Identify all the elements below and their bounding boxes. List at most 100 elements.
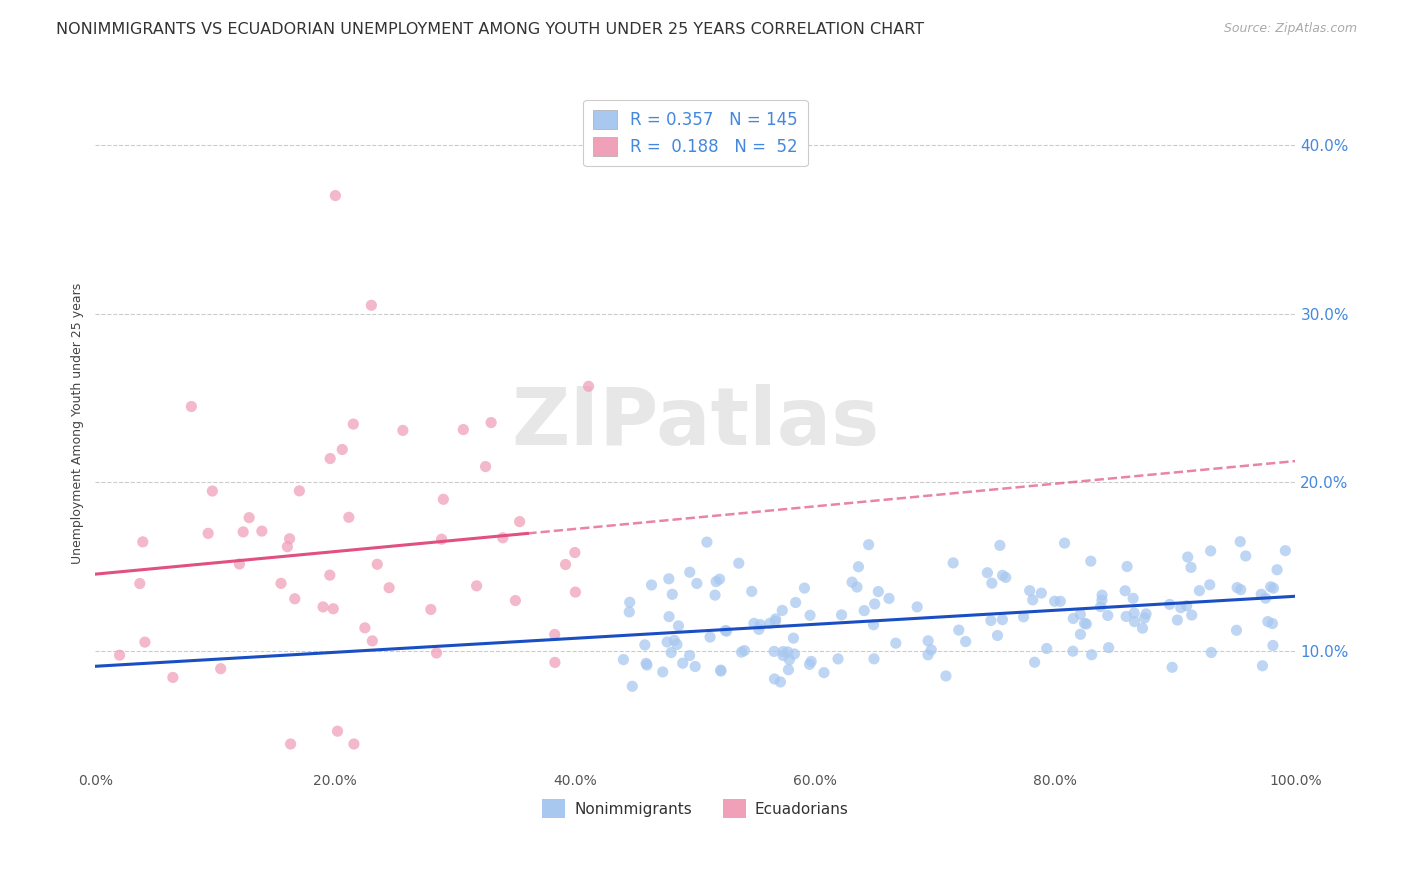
Point bbox=[1053, 536, 1076, 550]
Point bbox=[1018, 583, 1040, 598]
Text: ZIPatlas: ZIPatlas bbox=[512, 384, 880, 462]
Point bbox=[733, 643, 755, 657]
Point bbox=[612, 652, 634, 666]
Point bbox=[877, 591, 900, 606]
Point bbox=[1022, 593, 1045, 607]
Point bbox=[419, 602, 441, 616]
Point bbox=[621, 679, 644, 693]
Point bbox=[228, 557, 250, 571]
Point bbox=[1091, 593, 1114, 607]
Point bbox=[509, 515, 531, 529]
Point bbox=[1159, 598, 1181, 612]
Point bbox=[1043, 594, 1066, 608]
Point bbox=[280, 737, 302, 751]
Point bbox=[1229, 534, 1251, 549]
Point bbox=[554, 558, 576, 572]
Point bbox=[1201, 645, 1223, 659]
Point bbox=[1234, 549, 1257, 563]
Point bbox=[640, 578, 662, 592]
Point bbox=[1250, 587, 1272, 601]
Point bbox=[1049, 594, 1071, 608]
Point bbox=[343, 737, 366, 751]
Point bbox=[858, 538, 880, 552]
Point bbox=[741, 584, 763, 599]
Point bbox=[1090, 599, 1112, 614]
Point bbox=[1260, 580, 1282, 594]
Point bbox=[986, 628, 1008, 642]
Point bbox=[917, 633, 939, 648]
Point bbox=[1035, 641, 1057, 656]
Point bbox=[132, 534, 155, 549]
Point bbox=[322, 601, 344, 615]
Point bbox=[1257, 615, 1279, 629]
Point bbox=[544, 627, 567, 641]
Point bbox=[696, 535, 718, 549]
Point bbox=[1069, 607, 1091, 622]
Point bbox=[619, 605, 641, 619]
Point bbox=[672, 656, 695, 670]
Point bbox=[742, 616, 765, 631]
Point bbox=[1031, 586, 1053, 600]
Point bbox=[505, 593, 527, 607]
Point bbox=[1062, 644, 1084, 658]
Point bbox=[935, 669, 957, 683]
Point bbox=[1097, 608, 1119, 623]
Point bbox=[1080, 648, 1102, 662]
Point bbox=[679, 565, 702, 579]
Point bbox=[749, 617, 772, 632]
Point bbox=[544, 656, 567, 670]
Point bbox=[765, 612, 787, 626]
Point bbox=[704, 574, 727, 589]
Point bbox=[634, 638, 657, 652]
Point bbox=[492, 531, 515, 545]
Point bbox=[785, 595, 807, 609]
Point bbox=[714, 624, 737, 638]
Point bbox=[884, 636, 907, 650]
Point bbox=[683, 659, 706, 673]
Point bbox=[465, 579, 488, 593]
Point bbox=[1263, 581, 1285, 595]
Point bbox=[479, 416, 502, 430]
Point bbox=[813, 665, 835, 680]
Point bbox=[1229, 582, 1251, 597]
Point bbox=[991, 568, 1014, 582]
Point bbox=[793, 581, 815, 595]
Point bbox=[831, 607, 853, 622]
Point bbox=[658, 609, 681, 624]
Point bbox=[868, 584, 890, 599]
Point bbox=[1133, 611, 1156, 625]
Point bbox=[863, 652, 886, 666]
Point bbox=[1123, 615, 1146, 629]
Point bbox=[942, 556, 965, 570]
Point bbox=[250, 524, 273, 538]
Point bbox=[1225, 624, 1247, 638]
Point bbox=[392, 424, 415, 438]
Point bbox=[1024, 655, 1046, 669]
Point bbox=[799, 608, 821, 623]
Point bbox=[1132, 621, 1154, 635]
Point bbox=[848, 559, 870, 574]
Point bbox=[783, 647, 806, 661]
Point bbox=[763, 672, 786, 686]
Point bbox=[1161, 660, 1184, 674]
Point bbox=[360, 298, 382, 312]
Point bbox=[748, 623, 770, 637]
Point bbox=[201, 483, 224, 498]
Point bbox=[763, 615, 786, 629]
Point bbox=[980, 576, 1002, 591]
Point bbox=[619, 595, 641, 609]
Point bbox=[430, 533, 453, 547]
Point bbox=[704, 588, 727, 602]
Point bbox=[668, 619, 690, 633]
Point bbox=[763, 644, 786, 658]
Point bbox=[270, 576, 292, 591]
Point bbox=[276, 540, 298, 554]
Point bbox=[716, 624, 738, 639]
Point bbox=[209, 662, 232, 676]
Point bbox=[699, 630, 721, 644]
Point bbox=[337, 510, 360, 524]
Point bbox=[330, 442, 353, 457]
Point bbox=[1177, 550, 1199, 565]
Point bbox=[1091, 588, 1114, 602]
Point bbox=[1199, 544, 1222, 558]
